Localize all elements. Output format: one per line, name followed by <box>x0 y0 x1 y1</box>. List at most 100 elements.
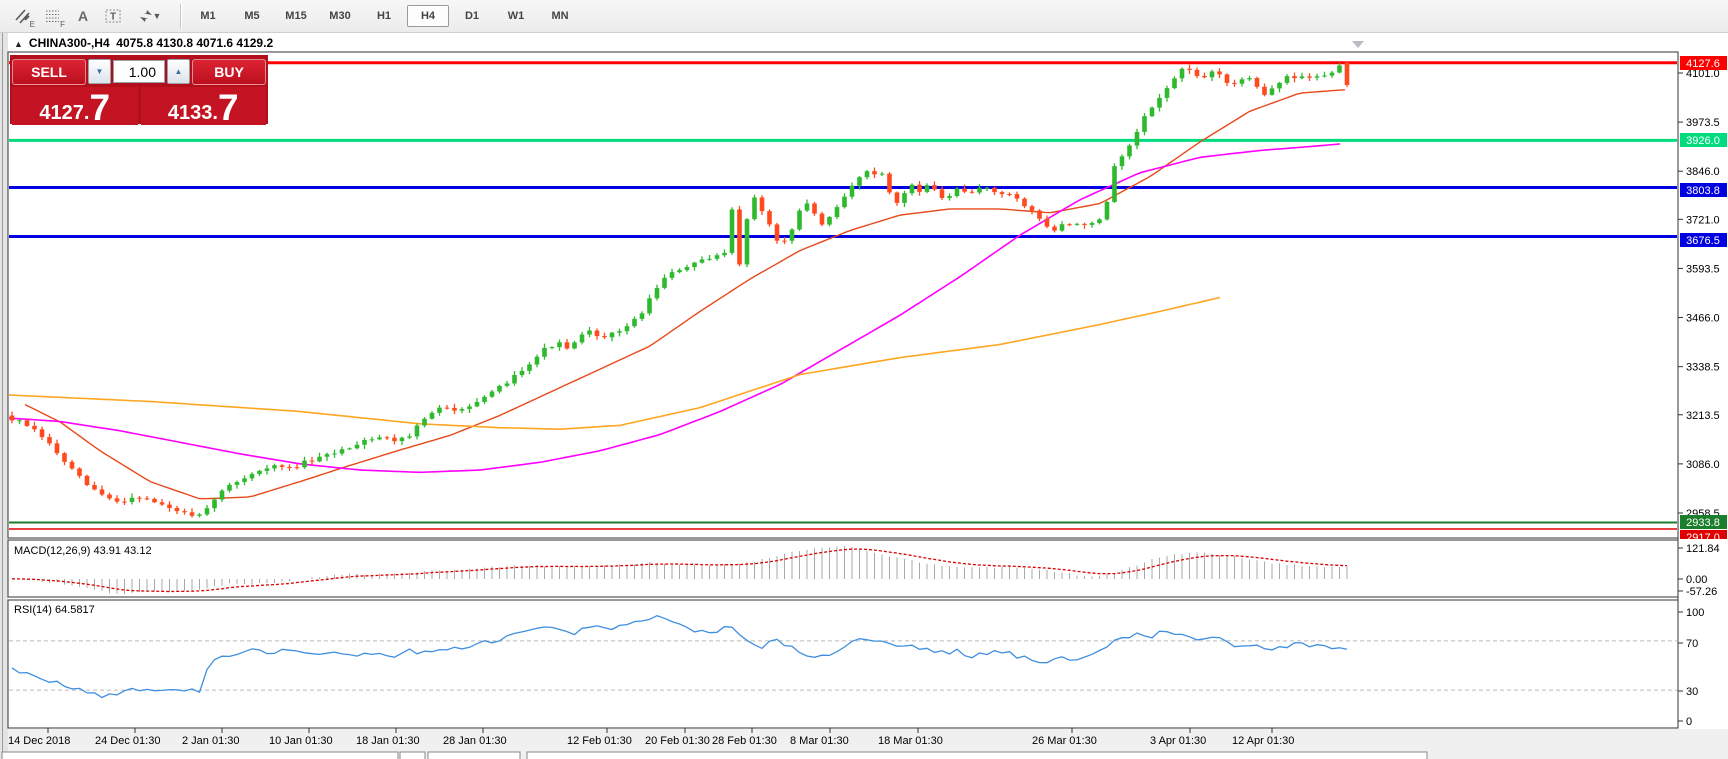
candle-body[interactable] <box>399 437 405 442</box>
candle-body[interactable] <box>1202 75 1207 78</box>
candle-body[interactable] <box>962 188 967 192</box>
sell-button[interactable]: SELL <box>12 58 86 85</box>
candle-body[interactable] <box>669 272 675 278</box>
candle-body[interactable] <box>639 313 645 319</box>
candle-body[interactable] <box>407 436 412 438</box>
candle-body[interactable] <box>212 499 217 509</box>
candle-body[interactable] <box>414 425 420 437</box>
timeframe-D1[interactable]: D1 <box>464 10 480 22</box>
candle-body[interactable] <box>632 318 637 327</box>
candle-body[interactable] <box>437 407 442 413</box>
candle-body[interactable] <box>572 342 577 349</box>
candle-body[interactable] <box>137 497 142 499</box>
buy-button[interactable]: BUY <box>192 58 266 85</box>
candle-body[interactable] <box>249 473 255 479</box>
candle-body[interactable] <box>699 259 705 263</box>
volume-decrease-button[interactable]: ▼ <box>88 59 111 84</box>
candle-body[interactable] <box>159 502 165 505</box>
candle-body[interactable] <box>294 467 300 469</box>
candle-body[interactable] <box>647 298 652 314</box>
timeframe-H4[interactable]: H4 <box>407 5 449 27</box>
candle-body[interactable] <box>489 391 495 397</box>
candle-body[interactable] <box>1067 224 1072 226</box>
candle-body[interactable] <box>752 197 757 220</box>
candle-body[interactable] <box>1134 131 1140 146</box>
candle-body[interactable] <box>107 494 112 499</box>
candle-body[interactable] <box>1187 68 1192 70</box>
candle-body[interactable] <box>1247 78 1252 80</box>
arrows-tool-icon[interactable]: ▼ <box>128 2 170 30</box>
candle-body[interactable] <box>737 209 742 265</box>
candle-body[interactable] <box>579 334 585 343</box>
candle-body[interactable] <box>257 470 262 474</box>
buy-price[interactable]: 4133. 7 <box>140 87 266 126</box>
candle-body[interactable] <box>782 240 787 242</box>
candle-body[interactable] <box>1284 76 1290 83</box>
candle-body[interactable] <box>129 497 135 503</box>
candle-body[interactable] <box>1179 68 1185 79</box>
candle-body[interactable] <box>1044 218 1050 227</box>
candle-body[interactable] <box>849 185 855 197</box>
candle-body[interactable] <box>92 485 97 490</box>
candle-body[interactable] <box>1269 88 1275 95</box>
candle-body[interactable] <box>1097 219 1102 224</box>
candle-body[interactable] <box>819 213 825 225</box>
timeframe-W1[interactable]: W1 <box>507 10 525 22</box>
candle-body[interactable] <box>707 258 712 260</box>
candle-body[interactable] <box>954 188 960 197</box>
candle-body[interactable] <box>339 449 345 454</box>
candle-body[interactable] <box>1224 74 1230 83</box>
candle-body[interactable] <box>692 262 697 268</box>
chart-tab[interactable] <box>399 751 426 759</box>
volume-input[interactable]: 1.00 <box>113 60 165 83</box>
candle-body[interactable] <box>654 287 660 299</box>
volume-increase-button[interactable]: ▲ <box>167 59 190 84</box>
candle-body[interactable] <box>1232 82 1237 84</box>
candle-body[interactable] <box>924 185 930 192</box>
candle-body[interactable] <box>1029 206 1035 211</box>
text-box-icon[interactable]: T <box>98 2 128 30</box>
candle-body[interactable] <box>272 465 277 469</box>
candle-body[interactable] <box>84 475 90 486</box>
candle-body[interactable] <box>1277 82 1282 89</box>
candle-body[interactable] <box>1254 78 1260 87</box>
candle-body[interactable] <box>354 444 360 449</box>
collapse-triangle-icon[interactable]: ▲ <box>14 39 23 49</box>
candle-body[interactable] <box>587 330 592 335</box>
candle-body[interactable] <box>542 347 547 357</box>
candle-body[interactable] <box>714 255 720 259</box>
timeframe-M30[interactable]: M30 <box>329 10 351 22</box>
candle-body[interactable] <box>242 478 247 483</box>
candle-body[interactable] <box>879 173 885 175</box>
candle-body[interactable] <box>47 437 52 444</box>
candle-body[interactable] <box>1059 224 1065 231</box>
candle-body[interactable] <box>369 439 375 441</box>
candle-body[interactable] <box>377 437 382 440</box>
candle-body[interactable] <box>984 187 990 189</box>
candle-body[interactable] <box>662 277 667 288</box>
candle-body[interactable] <box>789 229 795 241</box>
candle-body[interactable] <box>1299 76 1305 79</box>
candle-body[interactable] <box>317 456 322 462</box>
candle-body[interactable] <box>122 501 127 503</box>
candle-body[interactable] <box>894 192 900 203</box>
candle-body[interactable] <box>594 330 600 337</box>
candle-body[interactable] <box>917 184 922 192</box>
candle-body[interactable] <box>264 468 270 471</box>
candle-body[interactable] <box>977 187 982 193</box>
candle-body[interactable] <box>62 453 67 462</box>
candle-body[interactable] <box>1292 76 1297 79</box>
candle-body[interactable] <box>677 270 682 273</box>
candle-body[interactable] <box>1307 76 1312 78</box>
candle-body[interactable] <box>1149 107 1155 117</box>
candle-body[interactable] <box>347 448 352 450</box>
candle-body[interactable] <box>279 465 285 467</box>
candle-body[interactable] <box>722 252 727 256</box>
timeframe-H1[interactable]: H1 <box>376 10 392 22</box>
candle-body[interactable] <box>729 209 735 253</box>
candle-body[interactable] <box>1037 210 1042 219</box>
timeframe-M1[interactable]: M1 <box>200 10 216 22</box>
candle-body[interactable] <box>392 437 397 442</box>
candle-body[interactable] <box>549 347 555 349</box>
candle-body[interactable] <box>17 420 22 422</box>
